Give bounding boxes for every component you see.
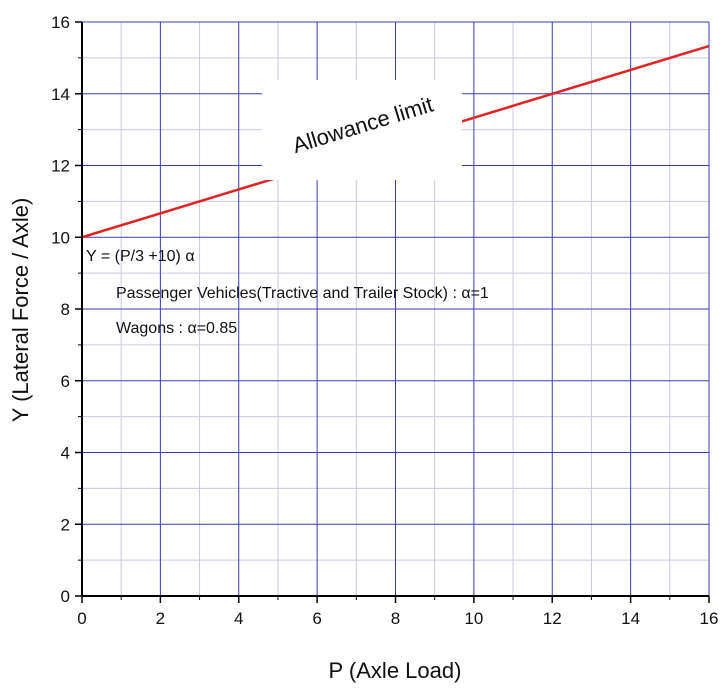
y-tick-labels: 0 2 4 6 8 10 12 14 16 xyxy=(51,13,70,606)
y-tick-label: 10 xyxy=(51,228,70,247)
formula-annotation: Y = (P/3 +10) α xyxy=(86,248,195,265)
x-tick-label: 2 xyxy=(156,609,165,628)
x-tick-label: 8 xyxy=(391,609,400,628)
x-axis-title: P (Axle Load) xyxy=(329,658,462,683)
series-label-background xyxy=(262,80,462,180)
axes-layer xyxy=(75,21,710,603)
y-tick-label: 16 xyxy=(51,13,70,32)
y-tick-label: 6 xyxy=(61,372,70,391)
x-tick-label: 6 xyxy=(312,609,321,628)
y-tick-label: 12 xyxy=(51,157,70,176)
y-tick-label: 4 xyxy=(61,444,70,463)
y-axis-title: Y (Lateral Force / Axle) xyxy=(8,198,33,423)
x-tick-label: 16 xyxy=(700,609,719,628)
x-tick-label: 12 xyxy=(543,609,562,628)
y-tick-label: 2 xyxy=(61,515,70,534)
wagons-annotation: Wagons : α=0.85 xyxy=(116,320,237,337)
x-tick-label: 4 xyxy=(234,609,243,628)
y-tick-label: 0 xyxy=(61,587,70,606)
x-tick-label: 14 xyxy=(621,609,640,628)
passenger-vehicles-annotation: Passenger Vehicles(Tractive and Trailer … xyxy=(116,285,489,302)
x-tick-label: 0 xyxy=(77,609,86,628)
x-tick-label: 10 xyxy=(464,609,483,628)
x-tick-labels: 0 2 4 6 8 10 12 14 16 xyxy=(77,609,718,628)
y-tick-label: 8 xyxy=(61,300,70,319)
y-tick-label: 14 xyxy=(51,85,70,104)
